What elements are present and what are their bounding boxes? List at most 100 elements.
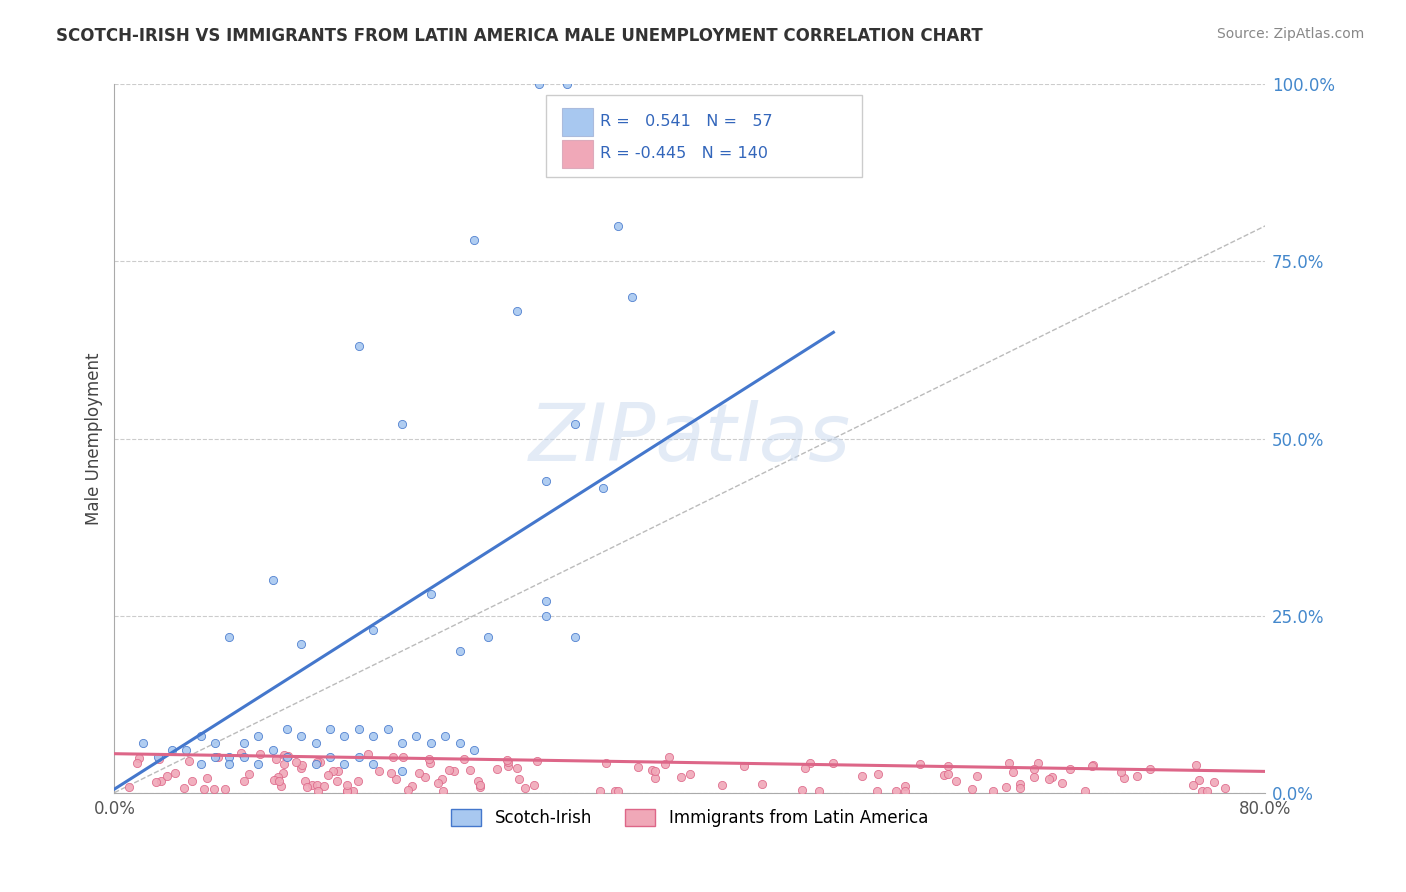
Point	[316, 768, 339, 782]
Point	[564, 417, 586, 432]
Point	[603, 784, 626, 798]
Point	[658, 750, 681, 764]
Point	[866, 784, 889, 798]
Point	[426, 775, 449, 789]
Point	[202, 782, 225, 797]
Point	[145, 775, 167, 789]
Point	[1074, 784, 1097, 798]
Point	[342, 783, 364, 797]
Point	[156, 769, 179, 783]
Point	[204, 736, 226, 750]
Point	[262, 573, 284, 587]
Point	[606, 219, 628, 233]
Point	[173, 781, 195, 796]
Point	[336, 784, 359, 798]
Point	[267, 770, 290, 784]
Point	[377, 722, 399, 736]
Point	[627, 759, 650, 773]
Point	[290, 729, 312, 743]
Point	[273, 757, 295, 772]
Point	[1191, 784, 1213, 798]
Point	[678, 767, 700, 781]
Point	[247, 729, 270, 743]
Point	[408, 765, 430, 780]
Point	[322, 764, 344, 779]
Point	[190, 757, 212, 772]
FancyBboxPatch shape	[562, 108, 593, 136]
Point	[1188, 772, 1211, 787]
Point	[527, 78, 550, 92]
Point	[391, 736, 413, 750]
Point	[418, 752, 440, 766]
Point	[793, 761, 815, 775]
Point	[218, 757, 240, 772]
Point	[333, 757, 356, 772]
Point	[336, 784, 359, 798]
Point	[207, 750, 229, 764]
Point	[966, 769, 988, 783]
Point	[382, 750, 405, 764]
Point	[1109, 765, 1132, 780]
Point	[641, 763, 664, 777]
Point	[595, 756, 617, 771]
Point	[385, 772, 408, 786]
Point	[1213, 780, 1236, 795]
Point	[467, 773, 489, 788]
Point	[419, 587, 441, 601]
Point	[326, 774, 349, 789]
Point	[305, 736, 328, 750]
Point	[301, 778, 323, 792]
Point	[960, 781, 983, 796]
Point	[1081, 759, 1104, 773]
Point	[247, 757, 270, 772]
Point	[347, 339, 370, 353]
Point	[589, 784, 612, 798]
Point	[523, 778, 546, 792]
Point	[361, 729, 384, 743]
Point	[486, 762, 509, 776]
Point	[132, 736, 155, 750]
Point	[644, 771, 666, 785]
Point	[361, 757, 384, 772]
Text: ZIPatlas: ZIPatlas	[529, 400, 851, 477]
Point	[391, 417, 413, 432]
Point	[232, 750, 254, 764]
Point	[981, 784, 1004, 798]
Point	[347, 722, 370, 736]
Point	[751, 777, 773, 791]
Point	[361, 623, 384, 637]
Point	[945, 774, 967, 789]
Point	[346, 774, 368, 789]
Point	[392, 749, 415, 764]
Point	[326, 764, 349, 778]
Point	[799, 756, 821, 770]
Point	[118, 780, 141, 794]
Point	[419, 756, 441, 770]
Point	[606, 784, 628, 798]
Point	[884, 784, 907, 798]
Point	[443, 764, 465, 778]
Point	[270, 779, 292, 793]
Point	[669, 770, 692, 784]
Point	[356, 747, 378, 761]
Point	[309, 755, 332, 769]
Point	[526, 754, 548, 768]
Point	[307, 784, 329, 798]
Point	[284, 755, 307, 769]
Point	[277, 748, 299, 763]
Point	[125, 756, 148, 770]
Point	[1204, 774, 1226, 789]
Y-axis label: Male Unemployment: Male Unemployment	[86, 352, 103, 524]
Point	[276, 722, 298, 736]
Point	[232, 736, 254, 750]
Point	[193, 782, 215, 797]
Point	[449, 644, 471, 658]
Point	[333, 729, 356, 743]
Point	[273, 748, 295, 763]
Point	[1197, 784, 1219, 798]
Point	[1026, 756, 1049, 770]
Point	[463, 743, 485, 757]
Point	[146, 750, 169, 764]
Point	[938, 759, 960, 773]
Point	[534, 474, 557, 488]
